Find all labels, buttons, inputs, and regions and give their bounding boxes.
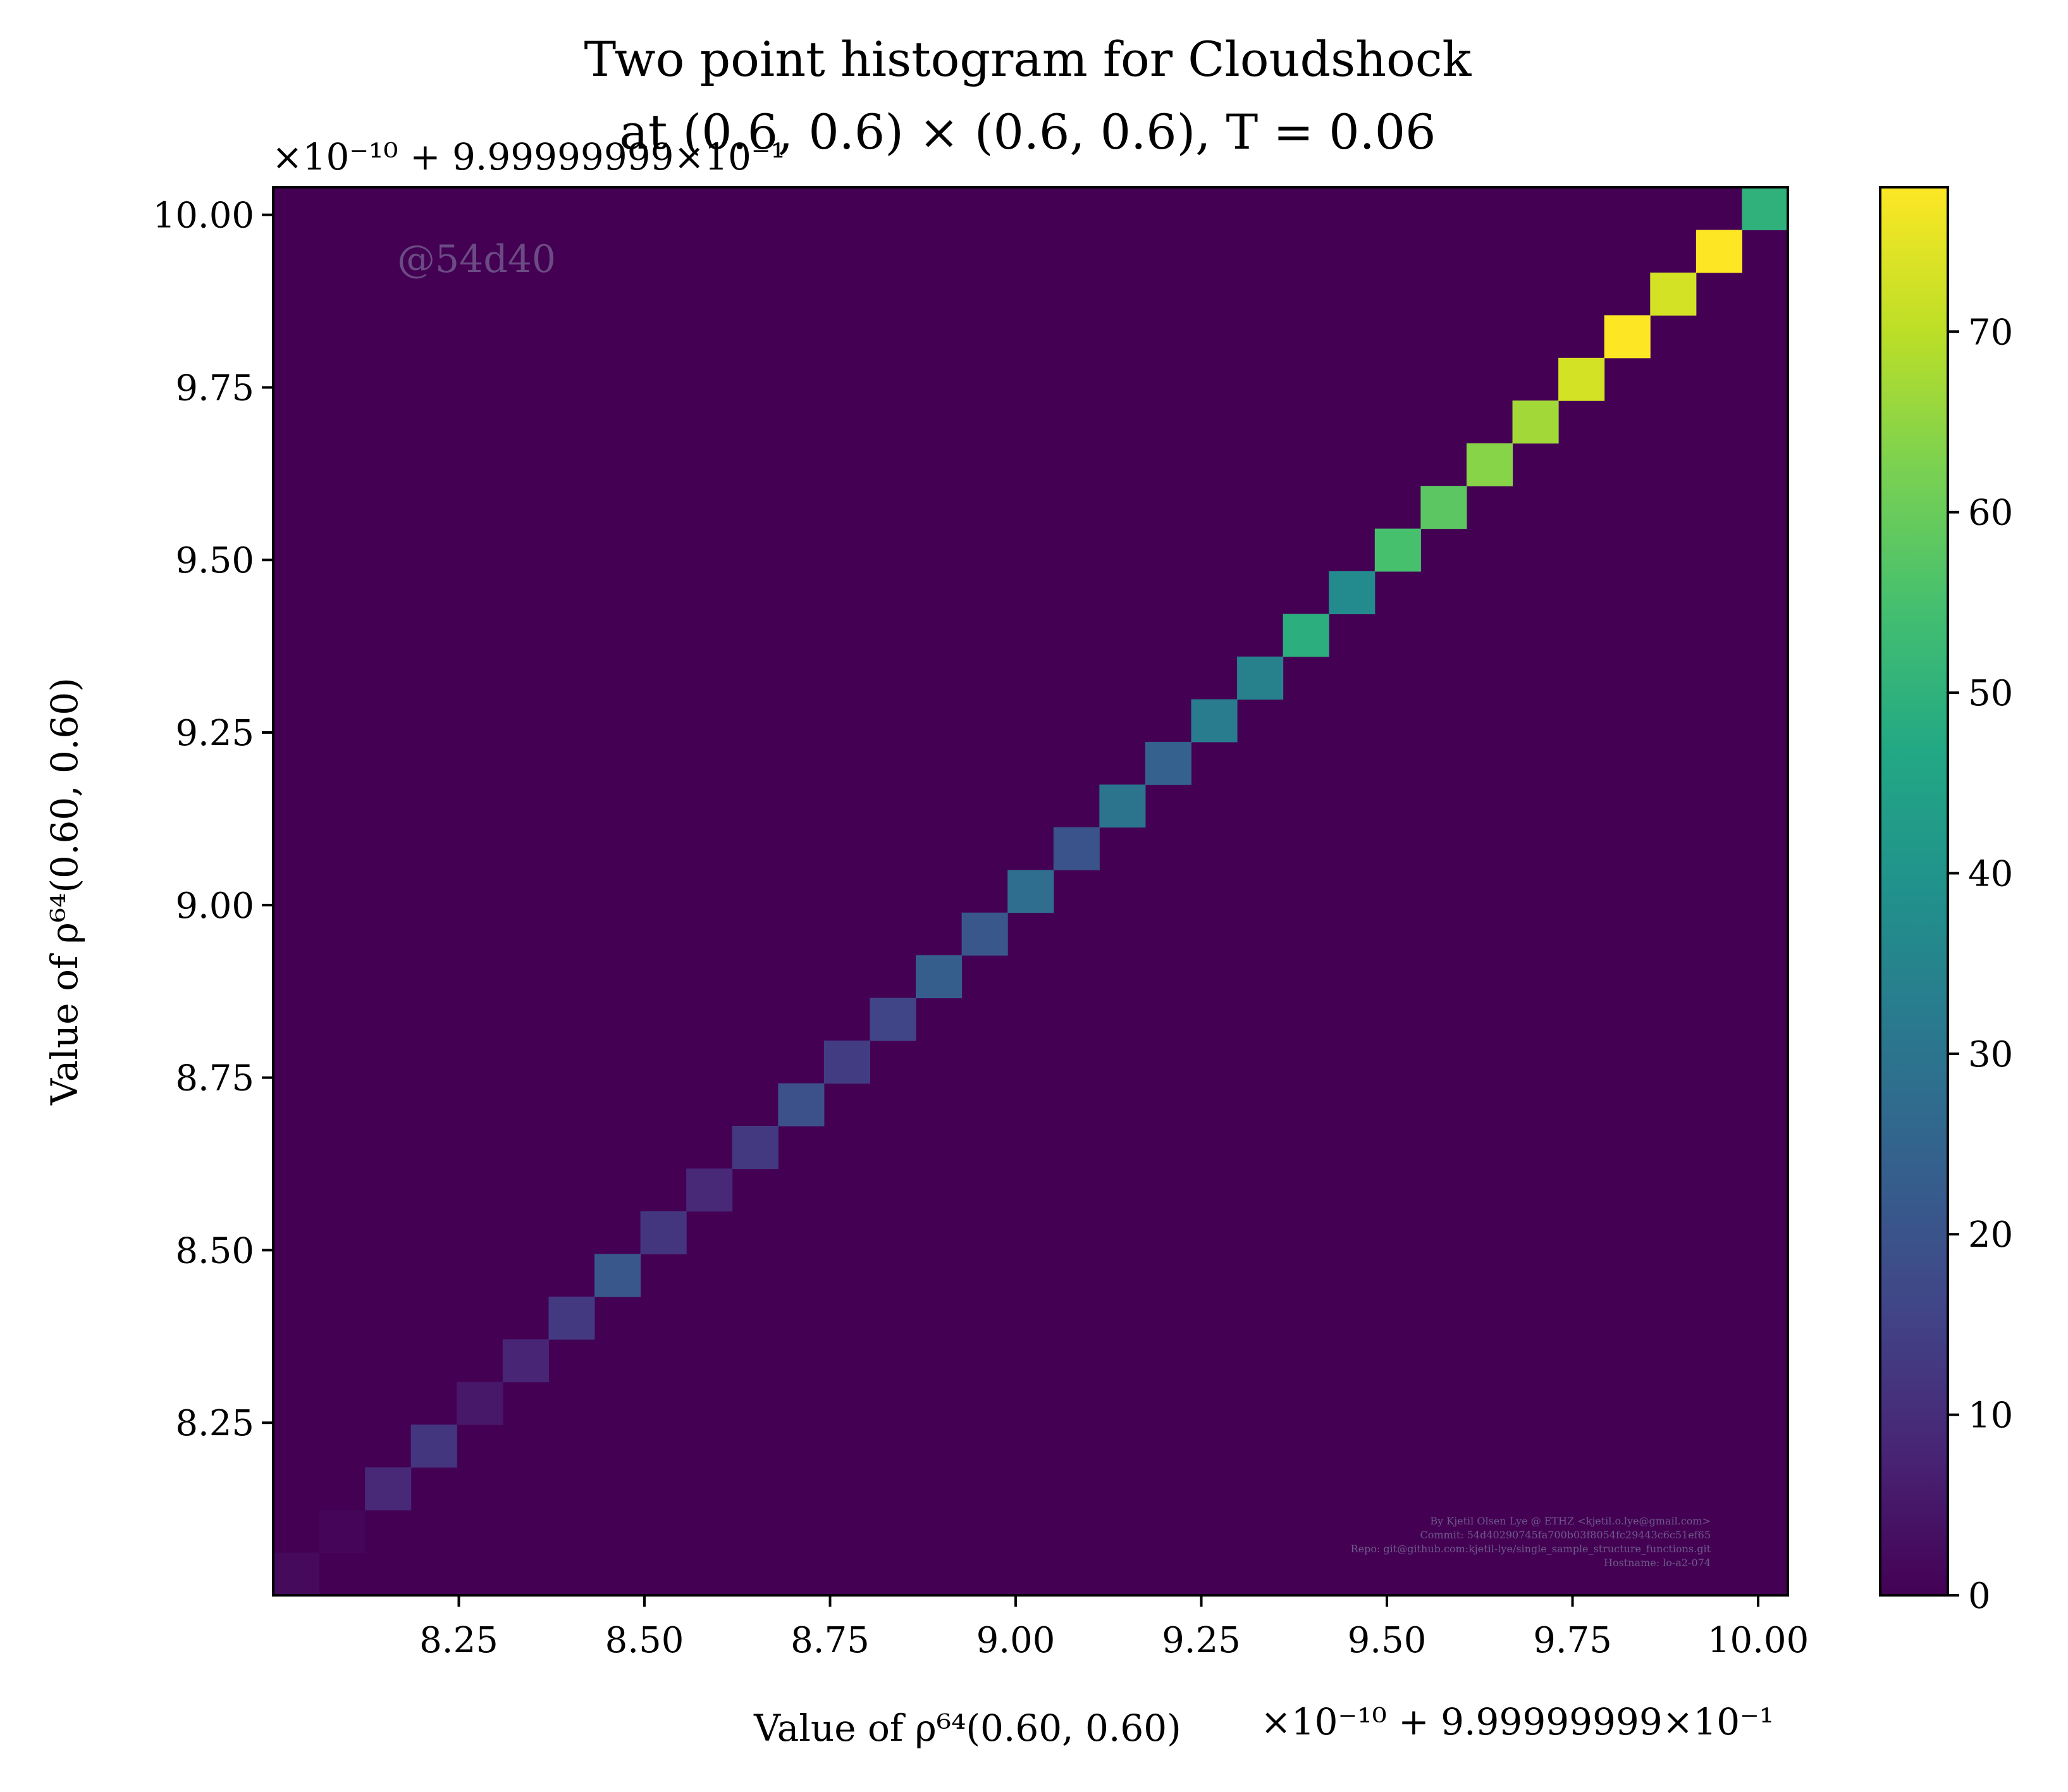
chart-subtitle: at (0.6, 0.6) × (0.6, 0.6), T = 0.06 (620, 104, 1436, 160)
colorbar-ticks: 0 10 20 30 40 50 60 70 (1948, 312, 2013, 1617)
colorbar-tick-label: 0 (1968, 1576, 1991, 1617)
heatmap-cell (319, 1510, 366, 1554)
x-tick-label: 9.25 (1162, 1620, 1241, 1661)
heatmap-cell (732, 1126, 779, 1169)
y-tick-label: 9.25 (175, 713, 254, 754)
heatmap-cell (1420, 486, 1467, 529)
heatmap-cell (457, 1381, 503, 1425)
credits-line: Commit: 54d40290745fa700b03f8054fc29443c… (1420, 1529, 1711, 1541)
heatmap-cell (916, 955, 963, 999)
heatmap-cell (961, 912, 1008, 956)
heatmap-cell (594, 1254, 641, 1297)
heatmap-cell (1053, 827, 1100, 870)
credits-annotation: By Kjetil Olsen Lye @ ETHZ <kjetil.o.lye… (1351, 1515, 1711, 1569)
heatmap-cell (1329, 571, 1376, 615)
x-tick-label: 8.25 (419, 1620, 498, 1661)
y-tick-label: 8.75 (175, 1058, 254, 1099)
colorbar-gradient (1879, 186, 1949, 1597)
colorbar-tick-label: 20 (1968, 1214, 2013, 1256)
colorbar-tick-label: 50 (1968, 673, 2013, 714)
colorbar-tick-label: 40 (1968, 853, 2013, 894)
y-tick-label: 9.75 (175, 368, 254, 409)
y-tick-label: 8.50 (175, 1230, 254, 1271)
x-tick-label: 9.00 (976, 1620, 1056, 1661)
y-axis-ticks: 8.25 8.50 8.75 9.00 9.25 9.50 9.75 10.00 (153, 195, 273, 1444)
x-tick-label: 10.00 (1708, 1620, 1809, 1661)
heatmap-cell (1283, 614, 1329, 657)
x-offset-text: ×10⁻¹⁰ + 9.99999999×10⁻¹ (1260, 1700, 1774, 1743)
heatmap-cell (1145, 741, 1192, 785)
heatmap-cell (365, 1467, 412, 1511)
heatmap-cell (778, 1083, 825, 1127)
y-tick-label: 8.25 (175, 1403, 254, 1444)
watermark: @54d40 (397, 237, 556, 281)
heatmap-cells (273, 187, 1788, 1596)
credits-line: By Kjetil Olsen Lye @ ETHZ <kjetil.o.lye… (1430, 1515, 1711, 1527)
heatmap-cell (410, 1424, 457, 1468)
heatmap-cell (1374, 528, 1421, 572)
credits-line: Hostname: lo-a2-074 (1604, 1557, 1711, 1569)
x-tick-label: 9.50 (1348, 1620, 1427, 1661)
heatmap-cell (686, 1168, 733, 1212)
colorbar: 0 10 20 30 40 50 60 70 (1879, 186, 2013, 1617)
heatmap-cell (1650, 272, 1697, 316)
colorbar-tick-label: 30 (1968, 1034, 2013, 1075)
heatmap-cell (1558, 357, 1605, 401)
heatmap-cell (548, 1296, 595, 1340)
heatmap-cell (502, 1339, 549, 1383)
heatmap-cell (823, 1041, 870, 1084)
y-tick-label: 9.50 (175, 540, 254, 581)
heatmap-cell (1512, 400, 1559, 444)
heatmap-cell (1191, 699, 1238, 743)
y-offset-text: ×10⁻¹⁰ + 9.99999999×10⁻¹ (272, 135, 785, 178)
plot-frame (272, 186, 1789, 1597)
x-axis-label: Value of ρ⁶⁴(0.60, 0.60) (753, 1707, 1181, 1750)
heatmap-cell (1237, 657, 1284, 700)
y-tick-label: 10.00 (153, 195, 254, 237)
colorbar-tick-label: 60 (1968, 493, 2013, 534)
heatmap-cell (1604, 315, 1651, 359)
colorbar-tick-label: 70 (1968, 312, 2013, 353)
credits-line: Repo: git@github.com:kjetil-lye/single_s… (1351, 1543, 1711, 1555)
heatmap-cell (1099, 784, 1146, 828)
heatmap-cell (640, 1211, 687, 1254)
x-tick-label: 9.75 (1533, 1620, 1612, 1661)
y-tick-label: 9.00 (175, 886, 254, 927)
heatmap-plot-area: @54d40 By Kjetil Olsen Lye @ ETHZ <kjeti… (272, 186, 1789, 1597)
chart-title: Two point histogram for Cloudshock (584, 31, 1472, 87)
x-tick-label: 8.50 (605, 1620, 684, 1661)
heatmap-cell (1466, 443, 1513, 486)
colorbar-tick-label: 10 (1968, 1395, 2013, 1437)
heatmap-cell (1696, 230, 1742, 273)
heatmap-cell (1742, 187, 1788, 230)
y-axis-label: Value of ρ⁶⁴(0.60, 0.60) (43, 677, 86, 1106)
heatmap-cell (273, 1552, 320, 1596)
heatmap-cell (870, 998, 916, 1041)
heatmap-cell (1007, 870, 1054, 913)
x-axis-ticks: 8.25 8.50 8.75 9.00 9.25 9.50 9.75 10.00 (419, 1595, 1809, 1661)
x-tick-label: 8.75 (791, 1620, 870, 1661)
